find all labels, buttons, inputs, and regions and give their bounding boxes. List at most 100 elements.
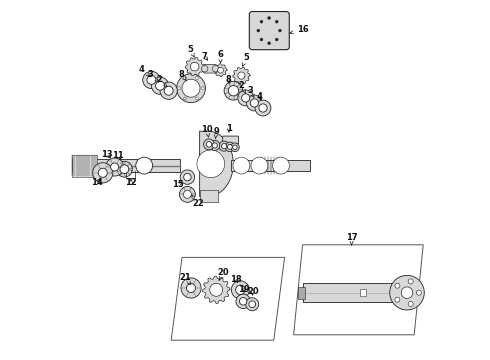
Circle shape <box>181 278 201 298</box>
Circle shape <box>268 17 270 19</box>
Circle shape <box>238 72 245 79</box>
Circle shape <box>196 97 198 100</box>
Circle shape <box>246 95 262 111</box>
Text: 14: 14 <box>92 178 103 187</box>
Text: 4: 4 <box>139 65 150 76</box>
Circle shape <box>106 158 123 176</box>
Circle shape <box>233 157 250 174</box>
FancyBboxPatch shape <box>72 154 98 177</box>
Circle shape <box>190 62 199 71</box>
FancyBboxPatch shape <box>204 64 217 73</box>
Text: 17: 17 <box>346 233 357 245</box>
Text: 7: 7 <box>202 52 208 61</box>
Circle shape <box>251 157 268 174</box>
Text: 5: 5 <box>242 53 249 66</box>
Circle shape <box>238 90 254 106</box>
Circle shape <box>151 77 169 94</box>
Circle shape <box>408 301 413 306</box>
Text: 2: 2 <box>156 76 167 87</box>
Circle shape <box>278 29 281 32</box>
Circle shape <box>187 283 196 293</box>
Circle shape <box>206 141 212 147</box>
Circle shape <box>210 140 220 150</box>
Circle shape <box>204 139 215 150</box>
Text: 19: 19 <box>239 284 250 294</box>
Circle shape <box>401 287 413 298</box>
Text: 13: 13 <box>100 150 112 159</box>
Circle shape <box>176 74 205 103</box>
Text: 22: 22 <box>192 195 204 208</box>
Circle shape <box>240 298 247 305</box>
Circle shape <box>196 76 198 79</box>
Text: 16: 16 <box>290 25 309 34</box>
Circle shape <box>184 174 191 181</box>
Circle shape <box>225 142 235 152</box>
FancyBboxPatch shape <box>231 160 310 171</box>
Circle shape <box>390 275 424 310</box>
Text: 20: 20 <box>218 269 229 280</box>
Circle shape <box>143 71 160 89</box>
Circle shape <box>260 38 263 41</box>
Circle shape <box>242 94 250 102</box>
Circle shape <box>236 285 245 294</box>
Text: 4: 4 <box>256 92 262 101</box>
Circle shape <box>236 294 250 309</box>
Circle shape <box>275 38 278 41</box>
Text: 8: 8 <box>178 70 187 81</box>
Circle shape <box>212 66 219 72</box>
FancyBboxPatch shape <box>298 287 305 299</box>
Text: 3: 3 <box>148 70 158 82</box>
Circle shape <box>260 20 263 23</box>
Circle shape <box>231 281 249 299</box>
Polygon shape <box>171 257 285 340</box>
Text: 8: 8 <box>225 76 231 85</box>
FancyBboxPatch shape <box>200 190 218 202</box>
Circle shape <box>147 76 156 84</box>
Circle shape <box>268 42 270 45</box>
Circle shape <box>255 100 271 116</box>
Circle shape <box>245 298 259 311</box>
Circle shape <box>218 67 223 73</box>
FancyBboxPatch shape <box>360 289 366 296</box>
Circle shape <box>120 165 129 174</box>
Circle shape <box>257 29 260 32</box>
Circle shape <box>228 86 239 96</box>
Circle shape <box>93 163 113 183</box>
Circle shape <box>117 161 132 177</box>
Polygon shape <box>294 245 423 335</box>
Polygon shape <box>233 67 250 84</box>
Circle shape <box>219 141 229 151</box>
FancyBboxPatch shape <box>222 136 239 144</box>
Text: 6: 6 <box>218 50 223 63</box>
Polygon shape <box>199 131 233 197</box>
Circle shape <box>98 168 107 177</box>
FancyBboxPatch shape <box>303 283 407 302</box>
Text: 11: 11 <box>112 151 124 160</box>
Text: 5: 5 <box>187 45 195 57</box>
Circle shape <box>155 81 165 90</box>
Polygon shape <box>202 276 230 303</box>
Circle shape <box>136 157 152 174</box>
Circle shape <box>180 170 195 184</box>
Circle shape <box>184 76 187 79</box>
Circle shape <box>233 145 237 149</box>
Circle shape <box>184 97 187 100</box>
Circle shape <box>183 190 192 198</box>
Circle shape <box>416 290 421 295</box>
Circle shape <box>111 163 119 171</box>
Text: 10: 10 <box>201 125 213 137</box>
FancyBboxPatch shape <box>72 159 180 172</box>
Text: 18: 18 <box>230 275 242 284</box>
Circle shape <box>182 79 200 97</box>
Text: 1: 1 <box>226 125 232 134</box>
Circle shape <box>201 66 208 72</box>
Circle shape <box>231 143 239 152</box>
Circle shape <box>249 301 256 307</box>
Circle shape <box>221 144 227 149</box>
Text: 2: 2 <box>239 81 245 93</box>
Circle shape <box>275 20 278 23</box>
Text: 21: 21 <box>180 273 192 285</box>
Circle shape <box>259 104 267 112</box>
Circle shape <box>179 186 196 202</box>
Circle shape <box>212 143 218 148</box>
